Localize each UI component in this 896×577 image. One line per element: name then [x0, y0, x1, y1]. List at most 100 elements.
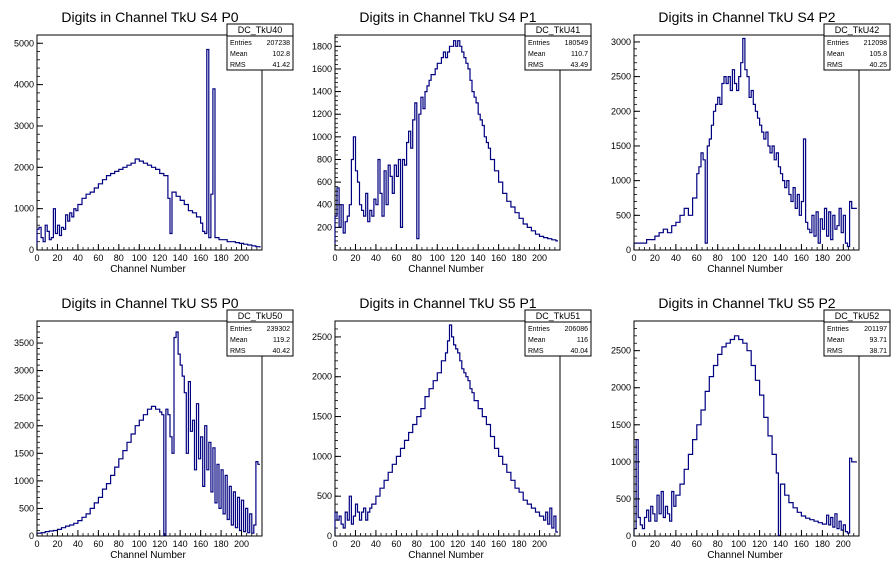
x-tick-label: 200 [234, 253, 249, 263]
x-tick-label: 20 [52, 253, 62, 263]
histogram-line [334, 324, 558, 536]
stats-name: DC_TkU42 [835, 25, 880, 35]
x-tick-label: 0 [34, 539, 39, 549]
y-tick-label: 3000 [14, 121, 34, 131]
stats-value: 206086 [565, 326, 588, 333]
y-tick-label: 1600 [312, 64, 332, 74]
x-tick-label: 120 [752, 253, 767, 263]
x-tick-label: 160 [794, 253, 809, 263]
x-tick-label: 120 [152, 539, 167, 549]
stats-label: RMS [230, 62, 246, 69]
x-tick-label: 160 [491, 539, 506, 549]
stats-box: DC_TkU51 Entries 206086 Mean 116 RMS 40.04 [524, 309, 592, 357]
x-tick-label: 180 [214, 539, 229, 549]
stats-label: Mean [230, 51, 248, 58]
y-tick-label: 2000 [14, 421, 34, 431]
x-tick-label: 20 [650, 539, 660, 549]
stats-box-frame [823, 23, 891, 71]
x-tick-label: 40 [371, 539, 381, 549]
x-tick-label: 120 [450, 253, 465, 263]
chart-title: Digits in Channel TkU S4 P2 [658, 9, 835, 25]
stats-box-frame [226, 23, 294, 71]
x-tick-label: 40 [371, 253, 381, 263]
stats-label: Mean [528, 337, 546, 344]
x-tick-label: 200 [836, 539, 851, 549]
x-tick-label: 0 [631, 253, 636, 263]
x-axis-label: Channel Number [110, 550, 186, 561]
histogram-pad-3: Digits in Channel TkU S5 P0 0 20 40 60 80 100 1… [14, 295, 294, 561]
y-tick-label: 1400 [312, 87, 332, 97]
x-tick-label: 160 [193, 253, 208, 263]
y-tick-label: 500 [616, 210, 631, 220]
stats-label: Entries [827, 326, 849, 333]
stats-box-frame [524, 309, 592, 357]
stats-value: 119.2 [273, 337, 290, 344]
y-tick-label: 200 [317, 222, 332, 232]
stats-name: DC_TkU52 [835, 311, 880, 321]
histogram-pad-5: Digits in Channel TkU S5 P2 0 20 40 60 80 100 1… [611, 295, 891, 561]
stats-value: 110.7 [571, 51, 588, 58]
stats-value: 43.49 [570, 62, 588, 69]
y-tick-label: 600 [317, 177, 332, 187]
stats-label: RMS [230, 348, 246, 355]
x-tick-label: 140 [773, 539, 788, 549]
x-tick-label: 60 [692, 539, 702, 549]
x-axis-label: Channel Number [408, 550, 484, 561]
stats-label: Entries [230, 326, 252, 333]
chart-title: Digits in Channel TkU S5 P1 [359, 295, 536, 311]
stats-value: 40.42 [272, 348, 290, 355]
x-tick-label: 140 [471, 253, 486, 263]
stats-name: DC_TkU41 [536, 25, 581, 35]
x-tick-label: 120 [752, 539, 767, 549]
stats-value: 102.8 [272, 51, 290, 58]
stats-label: Mean [528, 51, 546, 58]
x-tick-label: 60 [692, 253, 702, 263]
stats-box-frame [524, 23, 592, 71]
x-tick-label: 160 [794, 539, 809, 549]
histogram-pad-4: Digits in Channel TkU S5 P1 0 20 40 60 80 100 1… [312, 295, 592, 561]
x-tick-label: 180 [815, 253, 830, 263]
x-tick-label: 0 [332, 539, 337, 549]
stats-box: DC_TkU40 Entries 207238 Mean 102.8 RMS 41.42 [226, 23, 294, 71]
stats-box: DC_TkU50 Entries 239302 Mean 119.2 RMS 40.42 [226, 309, 294, 357]
stats-label: RMS [528, 348, 544, 355]
plot-frame [633, 320, 860, 537]
y-tick-label: 1000 [312, 132, 332, 142]
histogram-line [36, 48, 261, 250]
x-tick-label: 40 [671, 539, 681, 549]
x-tick-label: 100 [731, 253, 746, 263]
y-tick-label: 2500 [14, 393, 34, 403]
y-tick-label: 400 [317, 200, 332, 210]
histogram-line [36, 331, 260, 536]
x-tick-label: 0 [34, 253, 39, 263]
y-tick-label: 2000 [14, 162, 34, 172]
stats-label: RMS [827, 348, 843, 355]
y-tick-label: 1200 [312, 109, 332, 119]
chart-title: Digits in Channel TkU S4 P1 [359, 9, 536, 25]
x-tick-label: 0 [332, 253, 337, 263]
x-tick-label: 80 [412, 539, 422, 549]
stats-label: Entries [528, 326, 550, 333]
y-tick-label: 0 [29, 245, 34, 255]
y-tick-label: 1800 [312, 41, 332, 51]
stats-name: DC_TkU50 [238, 311, 283, 321]
x-tick-label: 100 [132, 253, 147, 263]
stats-value: 201197 [864, 326, 887, 333]
y-tick-label: 3500 [14, 338, 34, 348]
histogram-pad-1: Digits in Channel TkU S4 P1 0 20 40 60 80 100 1… [312, 9, 592, 275]
y-tick-label: 1000 [14, 476, 34, 486]
stats-label: RMS [528, 62, 544, 69]
x-tick-label: 160 [193, 539, 208, 549]
x-tick-label: 20 [350, 253, 360, 263]
x-tick-label: 100 [731, 539, 746, 549]
stats-name: DC_TkU40 [238, 25, 283, 35]
y-tick-label: 0 [626, 531, 631, 541]
x-tick-label: 40 [671, 253, 681, 263]
y-tick-label: 3000 [611, 37, 631, 47]
histogram-pad-0: Digits in Channel TkU S4 P0 0 20 40 60 80 100 1… [14, 9, 294, 275]
y-tick-label: 1000 [14, 204, 34, 214]
x-tick-label: 40 [73, 539, 83, 549]
x-tick-label: 120 [450, 539, 465, 549]
